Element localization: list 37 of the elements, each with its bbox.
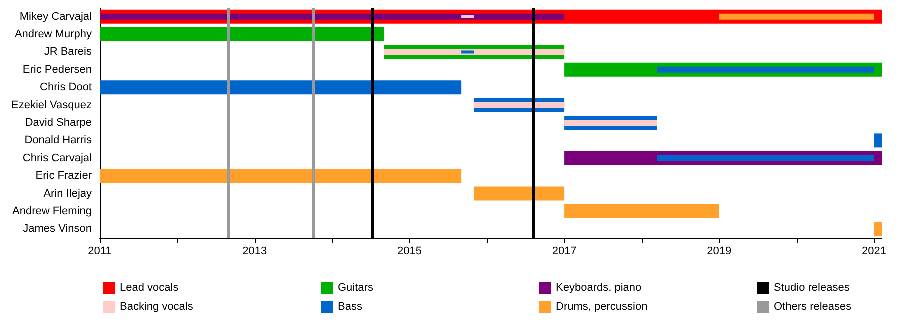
y-tick-label: Mikey Carvajal (20, 10, 92, 23)
x-tick-label: 2017 (552, 246, 577, 258)
y-tick-label: Andrew Fleming (12, 205, 92, 218)
legend-label: Bass (338, 301, 363, 313)
legend-label: Backing vocals (120, 301, 194, 313)
bar (100, 80, 462, 95)
y-tick-label: Ezekiel Vasquez (11, 99, 92, 112)
legend-label: Others releases (774, 301, 852, 313)
bar (564, 120, 658, 126)
bar (384, 49, 565, 56)
y-tick-label: James Vinson (23, 223, 92, 236)
y-tick-label: Arin Ilejay (44, 188, 92, 200)
y-tick-label: Eric Frazier (36, 170, 92, 182)
bar (874, 134, 882, 148)
x-tick-label: 2011 (88, 246, 112, 258)
bar (100, 28, 384, 42)
legend-label: Lead vocals (120, 282, 180, 294)
x-tick-label: 2021 (862, 246, 886, 258)
y-tick-label: Eric Pedersen (22, 64, 92, 76)
bar (100, 169, 462, 184)
x-tick-label: 2013 (242, 246, 268, 258)
y-tick-label: JR Bareis (44, 46, 92, 58)
y-tick-label: Andrew Murphy (14, 28, 92, 41)
y-tick-label: Chris Carvajal (22, 152, 92, 164)
y-tick-label: David Sharpe (25, 117, 92, 129)
y-tick-label: Chris Doot (40, 82, 92, 94)
bar (564, 204, 720, 218)
legend-label: Guitars (338, 282, 374, 294)
legend-label: Studio releases (774, 282, 850, 294)
legend-label: Drums, percussion (556, 301, 648, 313)
bar (874, 222, 882, 236)
legend-label: Keyboards, piano (556, 282, 642, 294)
x-tick-label: 2019 (707, 246, 732, 258)
y-tick-label: Donald Harris (24, 134, 92, 147)
bar (474, 186, 565, 201)
x-tick-label: 2015 (397, 246, 422, 258)
bar (474, 102, 565, 108)
